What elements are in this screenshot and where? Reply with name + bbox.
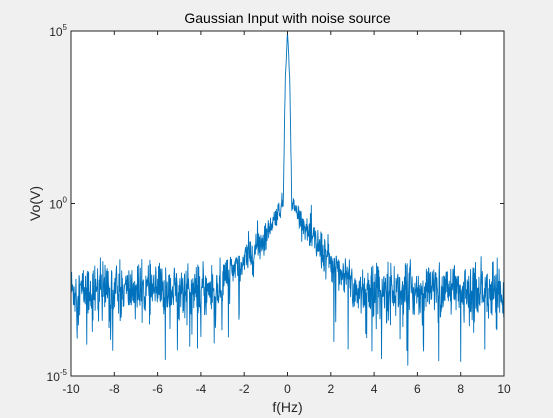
x-tick-label: 8 <box>457 382 464 396</box>
x-tick-label: 4 <box>371 382 378 396</box>
x-tick-label: -4 <box>196 382 207 396</box>
y-axis-label: Vo(V) <box>27 186 43 221</box>
y-tick-label-base: 10 <box>47 370 61 384</box>
x-tick-label: 2 <box>327 382 334 396</box>
x-tick-label: -8 <box>109 382 120 396</box>
chart-title: Gaussian Input with noise source <box>184 10 390 26</box>
y-tick-label: 100 <box>49 196 67 212</box>
y-tick-label-exponent: 0 <box>63 196 68 205</box>
y-tick-label: 105 <box>49 23 67 39</box>
x-tick-label: 6 <box>414 382 421 396</box>
y-tick-label-exponent: -5 <box>60 368 68 377</box>
y-tick-label-exponent: 5 <box>63 23 68 32</box>
y-tick-label-base: 10 <box>49 25 63 39</box>
axes-background <box>71 31 504 376</box>
x-tick-label: -2 <box>239 382 250 396</box>
y-tick-label-base: 10 <box>49 198 63 212</box>
x-tick-label: 0 <box>284 382 291 396</box>
x-axis-label: f(Hz) <box>272 399 302 415</box>
y-tick-label: 10-5 <box>47 368 68 384</box>
x-tick-label: 10 <box>497 382 511 396</box>
x-tick-label: -6 <box>152 382 163 396</box>
x-tick-label: -10 <box>62 382 80 396</box>
x-ticks: -10 -8 -6 -4 -2 0 2 4 6 8 10 <box>62 31 511 396</box>
